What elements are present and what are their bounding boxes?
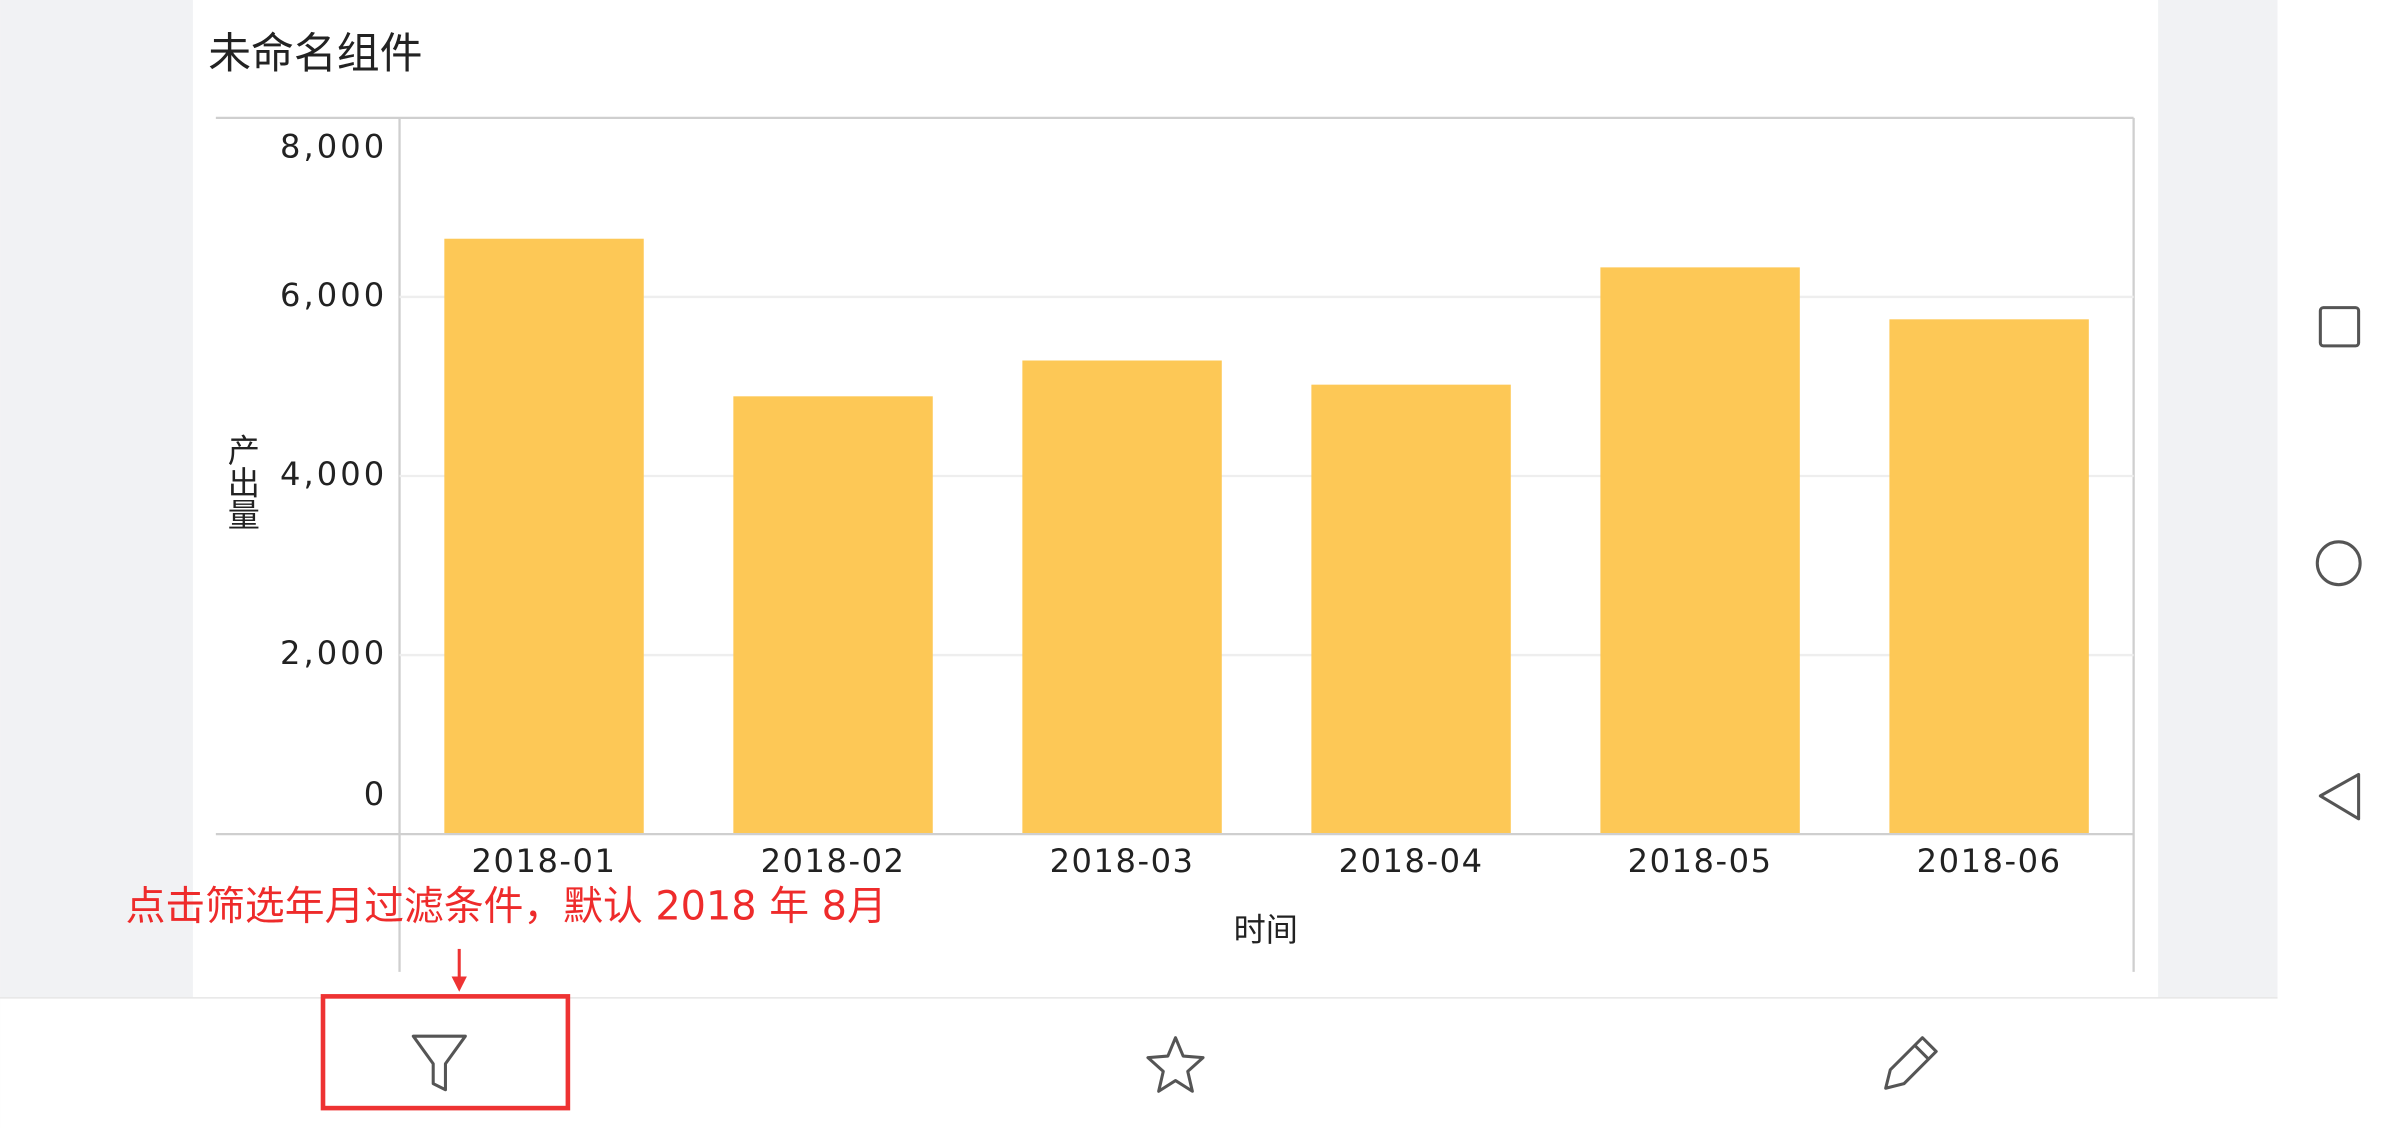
y-tick-label: 6,000 — [280, 276, 387, 314]
chart-title: 未命名组件 — [208, 29, 422, 79]
back-button[interactable] — [2318, 772, 2361, 821]
annotation: 点击筛选年月过滤条件，默认 2018 年 8月 — [126, 884, 887, 930]
bar — [444, 238, 644, 835]
bar — [1311, 384, 1511, 835]
x-tick-label: 2018-05 — [1628, 842, 1773, 880]
x-tick-label: 2018-04 — [1339, 842, 1484, 880]
x-tick-label: 2018-02 — [761, 842, 906, 880]
plot: 0 2,000 4,000 6,000 8,000 2018-01 2018-02 2018-… — [280, 127, 2134, 880]
bar — [733, 396, 933, 835]
recent-apps-button[interactable] — [2318, 306, 2361, 348]
filter-icon[interactable] — [411, 1034, 467, 1092]
nav-bar — [2277, 0, 2400, 1128]
edit-icon[interactable] — [1884, 1036, 1938, 1090]
bar — [1889, 319, 2089, 835]
y-tick-label: 4,000 — [280, 455, 387, 493]
x-tick-label: 2018-03 — [1050, 842, 1195, 880]
x-axis-title: 时间 — [1234, 911, 1298, 949]
y-axis-title: 产出量 — [223, 434, 261, 530]
x-tick-label: 2018-06 — [1917, 842, 2062, 880]
y-tick-label: 8,000 — [280, 127, 387, 165]
highlight-box — [320, 994, 571, 1111]
arrow-head — [451, 976, 467, 992]
y-tick-label: 0 — [364, 775, 388, 813]
favorite-icon[interactable] — [1146, 1036, 1205, 1093]
x-tick-label: 2018-01 — [472, 842, 617, 880]
home-button[interactable] — [2315, 540, 2362, 587]
bar — [1600, 267, 1800, 835]
y-tick-label: 2,000 — [280, 634, 387, 672]
bar — [1022, 360, 1222, 835]
